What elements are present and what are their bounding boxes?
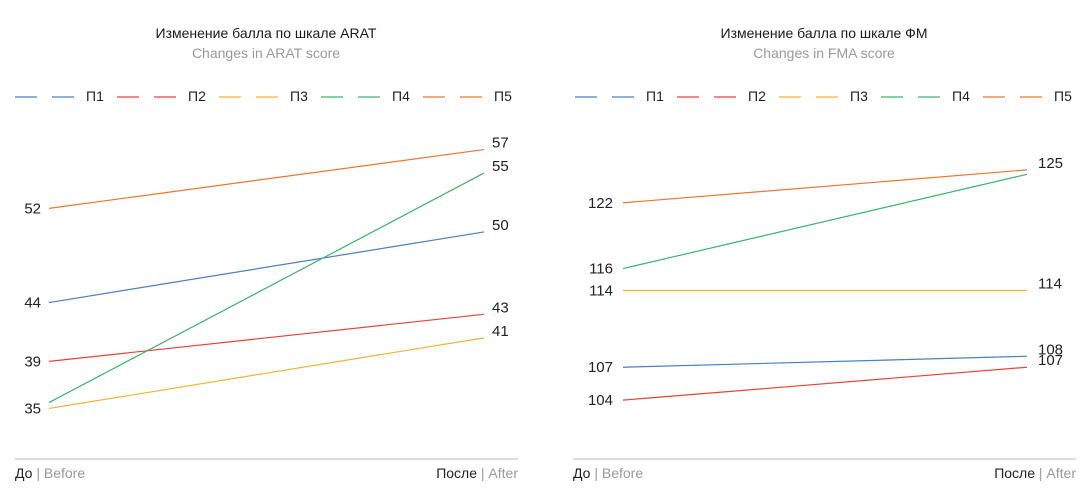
- chart-1-series-line-5: [48, 148, 485, 209]
- chart-2-legend-label-3: П3: [850, 88, 868, 104]
- chart-2-legend-label-5: П5: [1054, 88, 1072, 104]
- chart-1-value-label-before-5: 52: [24, 200, 41, 217]
- chart-1-series-line-1: [48, 231, 485, 304]
- chart-2-value-label-before-1: 107: [588, 359, 613, 376]
- chart-2-legend-label-4: П4: [952, 88, 970, 104]
- chart-2-series-line-1: [622, 355, 1028, 368]
- chart-1-value-label-after-5: 57: [492, 135, 509, 152]
- chart-1-title: Изменение балла по шкале ARAT: [156, 25, 377, 41]
- chart-1-x-label-before: До | Before: [15, 465, 85, 481]
- chart-2-series-line-2: [622, 366, 1028, 401]
- chart-1-legend-label-4: П4: [392, 88, 410, 104]
- chart-2-value-label-before-2: 104: [588, 392, 613, 409]
- chart-1-legend-label-3: П3: [290, 88, 308, 104]
- chart-1-value-label-after-3: 41: [492, 323, 509, 340]
- chart-2-value-label-before-3: 114: [589, 282, 613, 299]
- chart-1-legend-label-1: П1: [86, 88, 104, 104]
- chart-1-x-label-after: После | After: [436, 465, 518, 481]
- chart-1-series-line-4: [48, 172, 485, 404]
- chart-2-title: Изменение балла по шкале ФМ: [721, 25, 928, 41]
- chart-2-legend-label-1: П1: [646, 88, 664, 104]
- chart-1-value-label-before-2: 39: [24, 353, 41, 370]
- chart-1-value-label-after-4: 55: [492, 158, 509, 175]
- chart-1-series-line-3: [48, 337, 485, 410]
- chart-2-value-label-before-5: 122: [588, 195, 613, 212]
- chart-2-value-label-after-1: 108: [1038, 341, 1063, 358]
- chart-1-legend-label-2: П2: [188, 88, 206, 104]
- chart-1-value-label-before-1: 44: [24, 295, 41, 312]
- chart-2-x-label-after: После | After: [994, 465, 1076, 481]
- chart-2-value-label-after-3: 114: [1038, 275, 1062, 292]
- chart-1-series-line-2: [48, 313, 485, 362]
- chart-2-series-line-4: [622, 173, 1028, 270]
- chart-1-value-label-after-2: 43: [492, 299, 509, 316]
- chart-1-value-label-before-3: 35: [24, 400, 41, 417]
- chart-2-value-label-after-5: 125: [1038, 155, 1063, 172]
- chart-1-legend-label-5: П5: [494, 88, 512, 104]
- chart-2-value-label-after-2: 107: [1038, 352, 1063, 369]
- chart-2-value-label-before-4: 116: [589, 261, 613, 278]
- chart-1-subtitle: Changes in ARAT score: [192, 45, 340, 61]
- chart-2-x-label-before: До | Before: [573, 465, 643, 481]
- chart-2-series-line-5: [622, 169, 1028, 204]
- chart-1-value-label-after-1: 50: [492, 217, 509, 234]
- chart-2-legend-label-2: П2: [748, 88, 766, 104]
- chart-2-subtitle: Changes in FMA score: [753, 45, 895, 61]
